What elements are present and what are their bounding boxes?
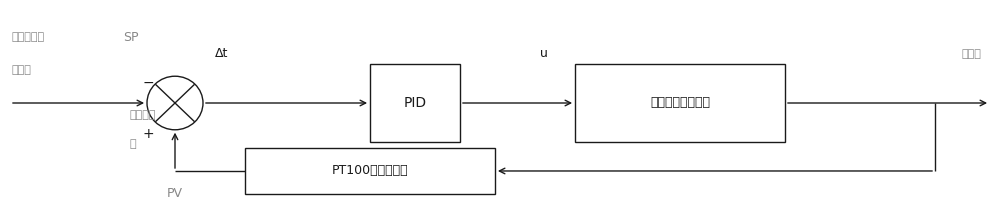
Text: u: u: [540, 47, 548, 60]
Text: PT100温度变送器: PT100温度变送器: [332, 164, 408, 178]
Text: 润滑油温度: 润滑油温度: [12, 32, 45, 42]
Text: 润滑油温: 润滑油温: [130, 110, 156, 120]
Text: 润滑油温度调节阀: 润滑油温度调节阀: [650, 96, 710, 110]
Text: 润滑油: 润滑油: [962, 49, 982, 59]
Text: PID: PID: [403, 96, 427, 110]
Text: −: −: [142, 75, 154, 89]
Text: SP: SP: [123, 30, 138, 44]
Text: 给定値: 给定値: [12, 65, 32, 75]
Text: 度: 度: [130, 139, 137, 149]
Text: +: +: [142, 127, 154, 141]
Text: Δt: Δt: [215, 47, 228, 60]
Text: PV: PV: [167, 187, 183, 200]
